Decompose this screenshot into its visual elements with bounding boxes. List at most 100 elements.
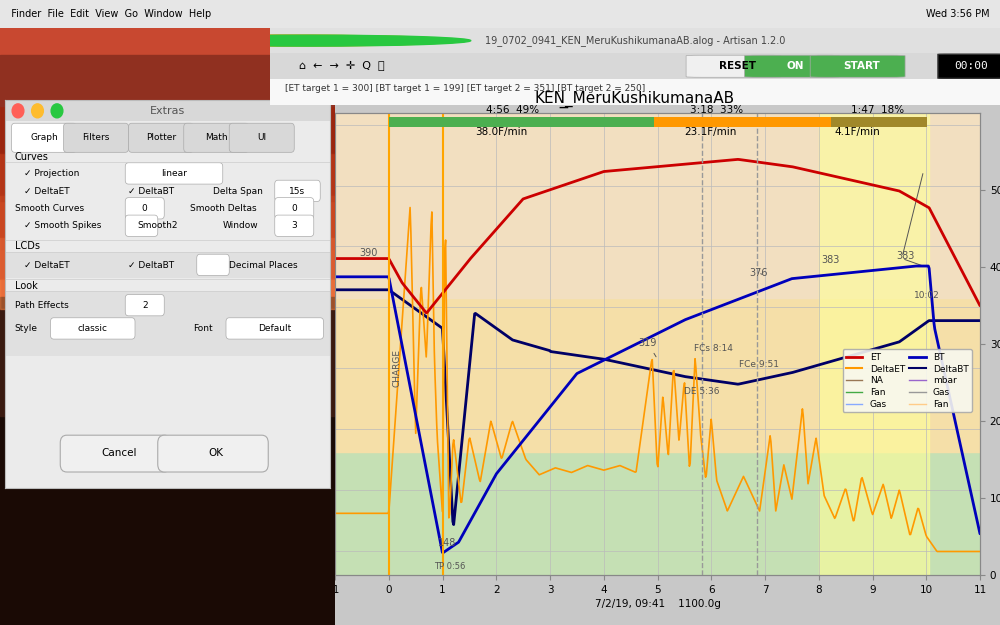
Text: 3: 3: [291, 221, 297, 231]
Text: Smooth Deltas: Smooth Deltas: [190, 204, 257, 213]
FancyBboxPatch shape: [686, 55, 781, 78]
Text: Filters: Filters: [82, 133, 110, 142]
Bar: [0, 201, 335, 249]
Text: Graph: Graph: [30, 133, 58, 142]
Text: 319: 319: [639, 338, 657, 357]
FancyBboxPatch shape: [125, 294, 164, 316]
Text: 38.0F/min: 38.0F/min: [475, 127, 527, 137]
Text: 383: 383: [897, 251, 915, 261]
Text: ✓ DeltaET: ✓ DeltaET: [24, 261, 70, 269]
FancyBboxPatch shape: [125, 162, 223, 184]
Bar: [0, 154, 335, 195]
Text: 23.1F/min: 23.1F/min: [684, 127, 737, 137]
FancyBboxPatch shape: [226, 318, 324, 339]
Text: 00:00: 00:00: [954, 61, 988, 71]
Bar: [389, 118, 654, 127]
Bar: [0, 106, 335, 154]
X-axis label: 7/2/19, 09:41    1100.0g: 7/2/19, 09:41 1100.0g: [595, 599, 720, 609]
Text: Finder  File  Edit  View  Go  Window  Help: Finder File Edit View Go Window Help: [5, 9, 211, 19]
Text: 2: 2: [142, 301, 148, 310]
FancyBboxPatch shape: [128, 123, 194, 152]
Bar: [5, 100, 330, 121]
Circle shape: [135, 35, 456, 46]
Text: ✓ Projection: ✓ Projection: [24, 169, 80, 178]
Text: 0: 0: [142, 204, 148, 213]
Text: 148: 148: [438, 538, 457, 548]
Text: Window: Window: [223, 221, 258, 231]
FancyBboxPatch shape: [275, 198, 314, 219]
Text: Wed 3:56 PM: Wed 3:56 PM: [926, 9, 990, 19]
Text: Delta Span: Delta Span: [213, 186, 263, 196]
Text: Smooth2: Smooth2: [138, 221, 178, 231]
Legend: ET, DeltaET, NA, Fan, Gas, BT, DeltaBT, mbar, Gas, Fan: ET, DeltaET, NA, Fan, Gas, BT, DeltaBT, …: [843, 349, 972, 413]
Text: OK: OK: [209, 448, 224, 458]
Text: Default: Default: [258, 324, 291, 333]
Text: KEN_MeruKushikumanaAB: KEN_MeruKushikumanaAB: [535, 91, 735, 107]
Text: Plotter: Plotter: [146, 133, 176, 142]
Text: FCs 8:14: FCs 8:14: [694, 344, 733, 354]
FancyBboxPatch shape: [810, 55, 905, 78]
Text: 10:02: 10:02: [914, 291, 940, 299]
Circle shape: [32, 104, 43, 118]
Circle shape: [120, 35, 442, 46]
Bar: [5, 291, 330, 356]
Bar: [5, 252, 330, 278]
Bar: [0, 249, 335, 297]
Text: Look: Look: [15, 281, 38, 291]
Text: linear: linear: [161, 169, 187, 178]
FancyBboxPatch shape: [275, 215, 314, 236]
Text: TP 0:56: TP 0:56: [434, 562, 466, 571]
Text: 3:18  33%: 3:18 33%: [690, 105, 743, 115]
Text: ✓ DeltaET: ✓ DeltaET: [24, 186, 70, 196]
Text: [ET target 1 = 300] [BT target 1 = 199] [ET target 2 = 351] [BT target 2 = 250]: [ET target 1 = 300] [BT target 1 = 199] …: [285, 84, 645, 93]
Text: Math: Math: [205, 133, 228, 142]
Circle shape: [127, 195, 208, 339]
Text: CHARGE: CHARGE: [393, 349, 402, 387]
Text: ✓ DeltaBT: ✓ DeltaBT: [128, 186, 175, 196]
Bar: [831, 118, 927, 127]
Text: ⌂  ←  →  ✛  Q  📈: ⌂ ← → ✛ Q 📈: [299, 61, 385, 71]
FancyBboxPatch shape: [184, 123, 249, 152]
FancyBboxPatch shape: [125, 215, 158, 236]
FancyBboxPatch shape: [744, 55, 839, 78]
Bar: [0, 279, 335, 309]
Text: 0: 0: [291, 204, 297, 213]
Circle shape: [51, 104, 63, 118]
Text: Cancel: Cancel: [101, 448, 136, 458]
Circle shape: [150, 35, 471, 46]
FancyBboxPatch shape: [158, 435, 268, 472]
Text: ✓ DeltaBT: ✓ DeltaBT: [128, 261, 175, 269]
Text: Path Effects: Path Effects: [15, 301, 68, 310]
Bar: [0, 416, 335, 625]
Text: LCDs: LCDs: [15, 241, 40, 251]
Text: 4.1F/min: 4.1F/min: [835, 127, 881, 137]
Text: Curves: Curves: [15, 152, 49, 162]
FancyBboxPatch shape: [197, 254, 229, 276]
Text: ✓ Smooth Spikes: ✓ Smooth Spikes: [24, 221, 102, 231]
FancyBboxPatch shape: [938, 54, 1000, 78]
FancyBboxPatch shape: [12, 123, 76, 152]
Bar: [654, 118, 831, 127]
Text: Smooth Curves: Smooth Curves: [15, 204, 84, 213]
Bar: [0, 237, 335, 279]
Text: classic: classic: [78, 324, 108, 333]
Text: Extras: Extras: [150, 106, 185, 116]
Text: RESET: RESET: [719, 61, 756, 71]
Text: 383: 383: [821, 256, 840, 266]
Bar: [0, 154, 335, 201]
Bar: [0, 106, 335, 154]
FancyBboxPatch shape: [60, 435, 171, 472]
Bar: [0, 195, 335, 237]
Text: 390: 390: [359, 248, 378, 258]
Bar: [335, 452, 980, 575]
Text: START: START: [843, 61, 880, 71]
FancyBboxPatch shape: [64, 123, 128, 152]
Text: 376: 376: [749, 268, 767, 278]
Bar: [0, 297, 335, 416]
Text: 1:47  18%: 1:47 18%: [851, 105, 904, 115]
Text: Font: Font: [194, 324, 213, 333]
Text: ON: ON: [787, 61, 804, 71]
FancyBboxPatch shape: [50, 318, 135, 339]
Circle shape: [12, 104, 24, 118]
Bar: [0, 55, 335, 106]
